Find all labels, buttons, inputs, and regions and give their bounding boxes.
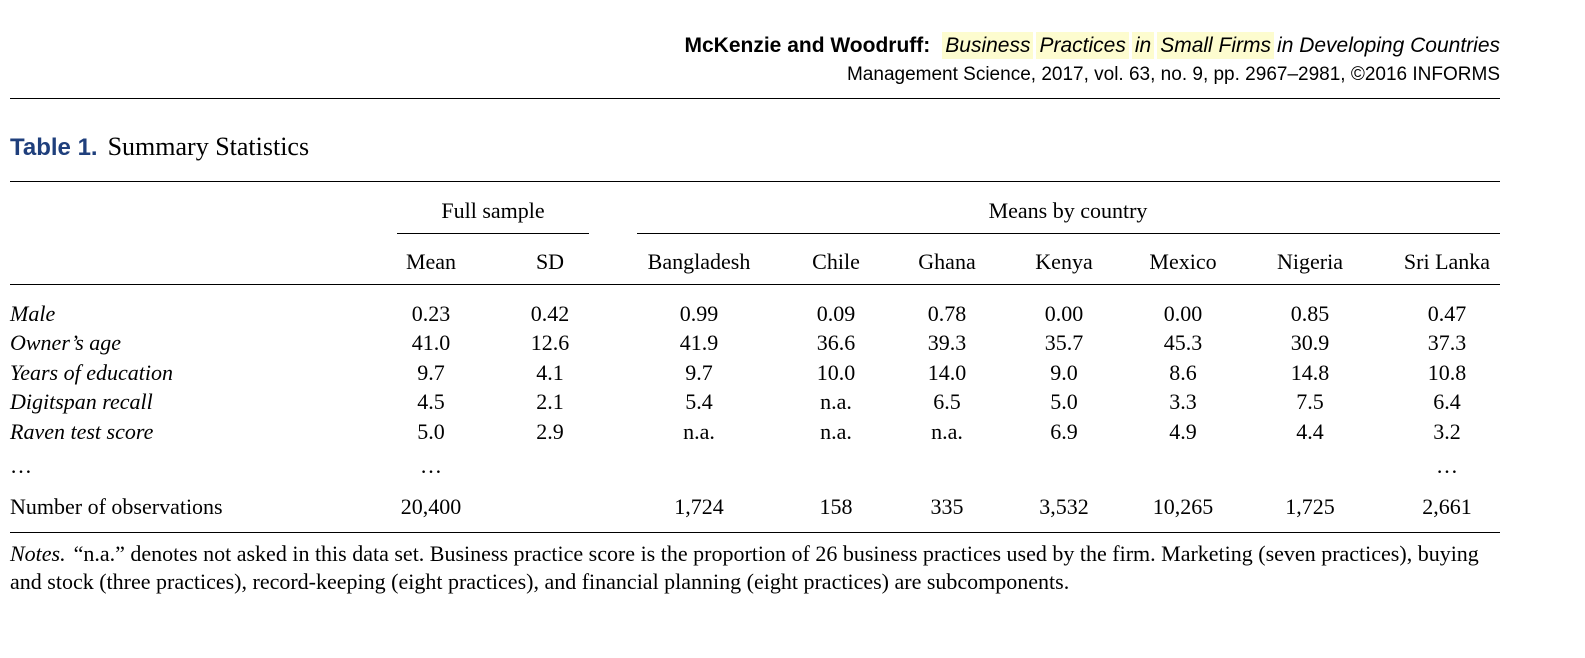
table-cell: 9.7	[417, 360, 445, 385]
header-citation: Management Science, 2017, vol. 63, no. 9…	[846, 64, 1500, 85]
table-cell: n.a.	[683, 419, 715, 444]
table-cell: 35.7	[1044, 330, 1084, 355]
observations-cell: 10,265	[1152, 494, 1214, 519]
column-header: Kenya	[1035, 249, 1093, 274]
table-cell: 4.9	[1169, 419, 1197, 444]
column-header: Nigeria	[1277, 249, 1343, 274]
table-cell: 37.3	[1427, 330, 1467, 355]
table-cell: 6.5	[933, 389, 961, 414]
table-caption-text: Summary Statistics	[107, 132, 310, 161]
observations-cell: 20,400	[400, 494, 462, 519]
running-header: McKenzie and Woodruff: Business Practices i…	[10, 0, 1500, 99]
table-cell: 9.0	[1050, 360, 1078, 385]
table-top-rule	[10, 181, 1500, 182]
table-cell: n.a.	[931, 419, 963, 444]
table-label: Table 1.	[10, 134, 98, 161]
header-title-rest: in Developing Countries	[1277, 34, 1500, 57]
table-cell: 5.4	[685, 389, 713, 414]
table-cell: 0.00	[1044, 301, 1084, 326]
table-cell: 4.1	[536, 360, 564, 385]
row-label: Digitspan recall	[10, 389, 153, 414]
row-label-ellipsis: …	[10, 453, 32, 478]
notes-lead: Notes.	[10, 541, 66, 566]
column-header: Chile	[812, 249, 860, 274]
observations-cell: 335	[930, 494, 964, 519]
table-cell: 0.00	[1163, 301, 1203, 326]
observations-cell: 3,532	[1039, 494, 1089, 519]
table-cell: 45.3	[1163, 330, 1203, 355]
table-cell: 0.47	[1427, 301, 1467, 326]
table-cell: 0.23	[411, 301, 451, 326]
observations-cell: 2,661	[1422, 494, 1472, 519]
table-cell: 0.09	[816, 301, 856, 326]
row-label: Male	[10, 301, 56, 326]
table-cell: 12.6	[530, 330, 570, 355]
header-title-highlight-4: Small Firms	[1157, 32, 1275, 59]
table-bottom-rule	[10, 532, 1500, 533]
table-cell: 36.6	[816, 330, 856, 355]
row-label: Raven test score	[10, 419, 154, 444]
notes-text: “n.a.” denotes not asked in this data se…	[10, 541, 1479, 594]
table-cell: 7.5	[1296, 389, 1324, 414]
table-cell: 6.4	[1433, 389, 1461, 414]
header-title-highlight-3: in	[1131, 32, 1155, 59]
table-cell: 41.0	[411, 330, 451, 355]
observations-cell: 1,724	[674, 494, 724, 519]
table-cell: 30.9	[1290, 330, 1330, 355]
table-notes: Notes. “n.a.” denotes not asked in this d…	[10, 540, 1500, 596]
table-cell: 8.6	[1169, 360, 1197, 385]
table-cell: 3.2	[1433, 419, 1461, 444]
observations-cell: 158	[819, 494, 853, 519]
full-sample-underline	[397, 233, 589, 234]
table-cell: 0.99	[679, 301, 719, 326]
table-cell: 10.0	[816, 360, 856, 385]
column-header: Ghana	[918, 249, 976, 274]
table-cell: 39.3	[927, 330, 967, 355]
column-header: SD	[535, 249, 565, 274]
header-title-highlight-1: Business	[942, 32, 1034, 59]
table-cell: 0.42	[530, 301, 570, 326]
header-authors: McKenzie and Woodruff:	[684, 34, 931, 57]
table-cell: 14.8	[1290, 360, 1330, 385]
column-header-rule	[10, 284, 1500, 285]
table-cell: 0.78	[927, 301, 967, 326]
table-cell: 14.0	[927, 360, 967, 385]
table-cell: 5.0	[1050, 389, 1078, 414]
group-header-full-sample: Full sample	[441, 198, 545, 223]
table-cell: 4.5	[417, 389, 445, 414]
table-cell: 5.0	[417, 419, 445, 444]
table-cell: 6.9	[1050, 419, 1078, 444]
group-header-means-by-country: Means by country	[988, 198, 1148, 223]
table-cell-ellipsis: …	[420, 453, 442, 478]
table-cell: 0.85	[1290, 301, 1330, 326]
table-cell-ellipsis: …	[1436, 453, 1458, 478]
column-header: Bangladesh	[647, 249, 751, 274]
table-cell: 4.4	[1296, 419, 1324, 444]
table-cell: 2.1	[536, 389, 564, 414]
row-label: Years of education	[10, 360, 173, 385]
table-cell: 10.8	[1427, 360, 1467, 385]
column-header: Mexico	[1149, 249, 1217, 274]
table-cell: n.a.	[820, 419, 852, 444]
column-header: Mean	[405, 249, 457, 274]
row-label-observations: Number of observations	[10, 494, 223, 519]
table-cell: n.a.	[820, 389, 852, 414]
header-title-highlight-2: Practices	[1036, 32, 1129, 59]
column-header: Sri Lanka	[1403, 249, 1491, 274]
table-cell: 9.7	[685, 360, 713, 385]
observations-cell: 1,725	[1285, 494, 1335, 519]
table-cell: 2.9	[536, 419, 564, 444]
means-by-country-underline	[637, 233, 1500, 234]
table-caption: Table 1. Summary Statistics	[10, 132, 309, 162]
table-cell: 3.3	[1169, 389, 1197, 414]
table-cell: 41.9	[679, 330, 719, 355]
row-label: Owner’s age	[10, 330, 122, 355]
header-title-line: McKenzie and Woodruff: Business Practices i…	[684, 32, 1500, 59]
